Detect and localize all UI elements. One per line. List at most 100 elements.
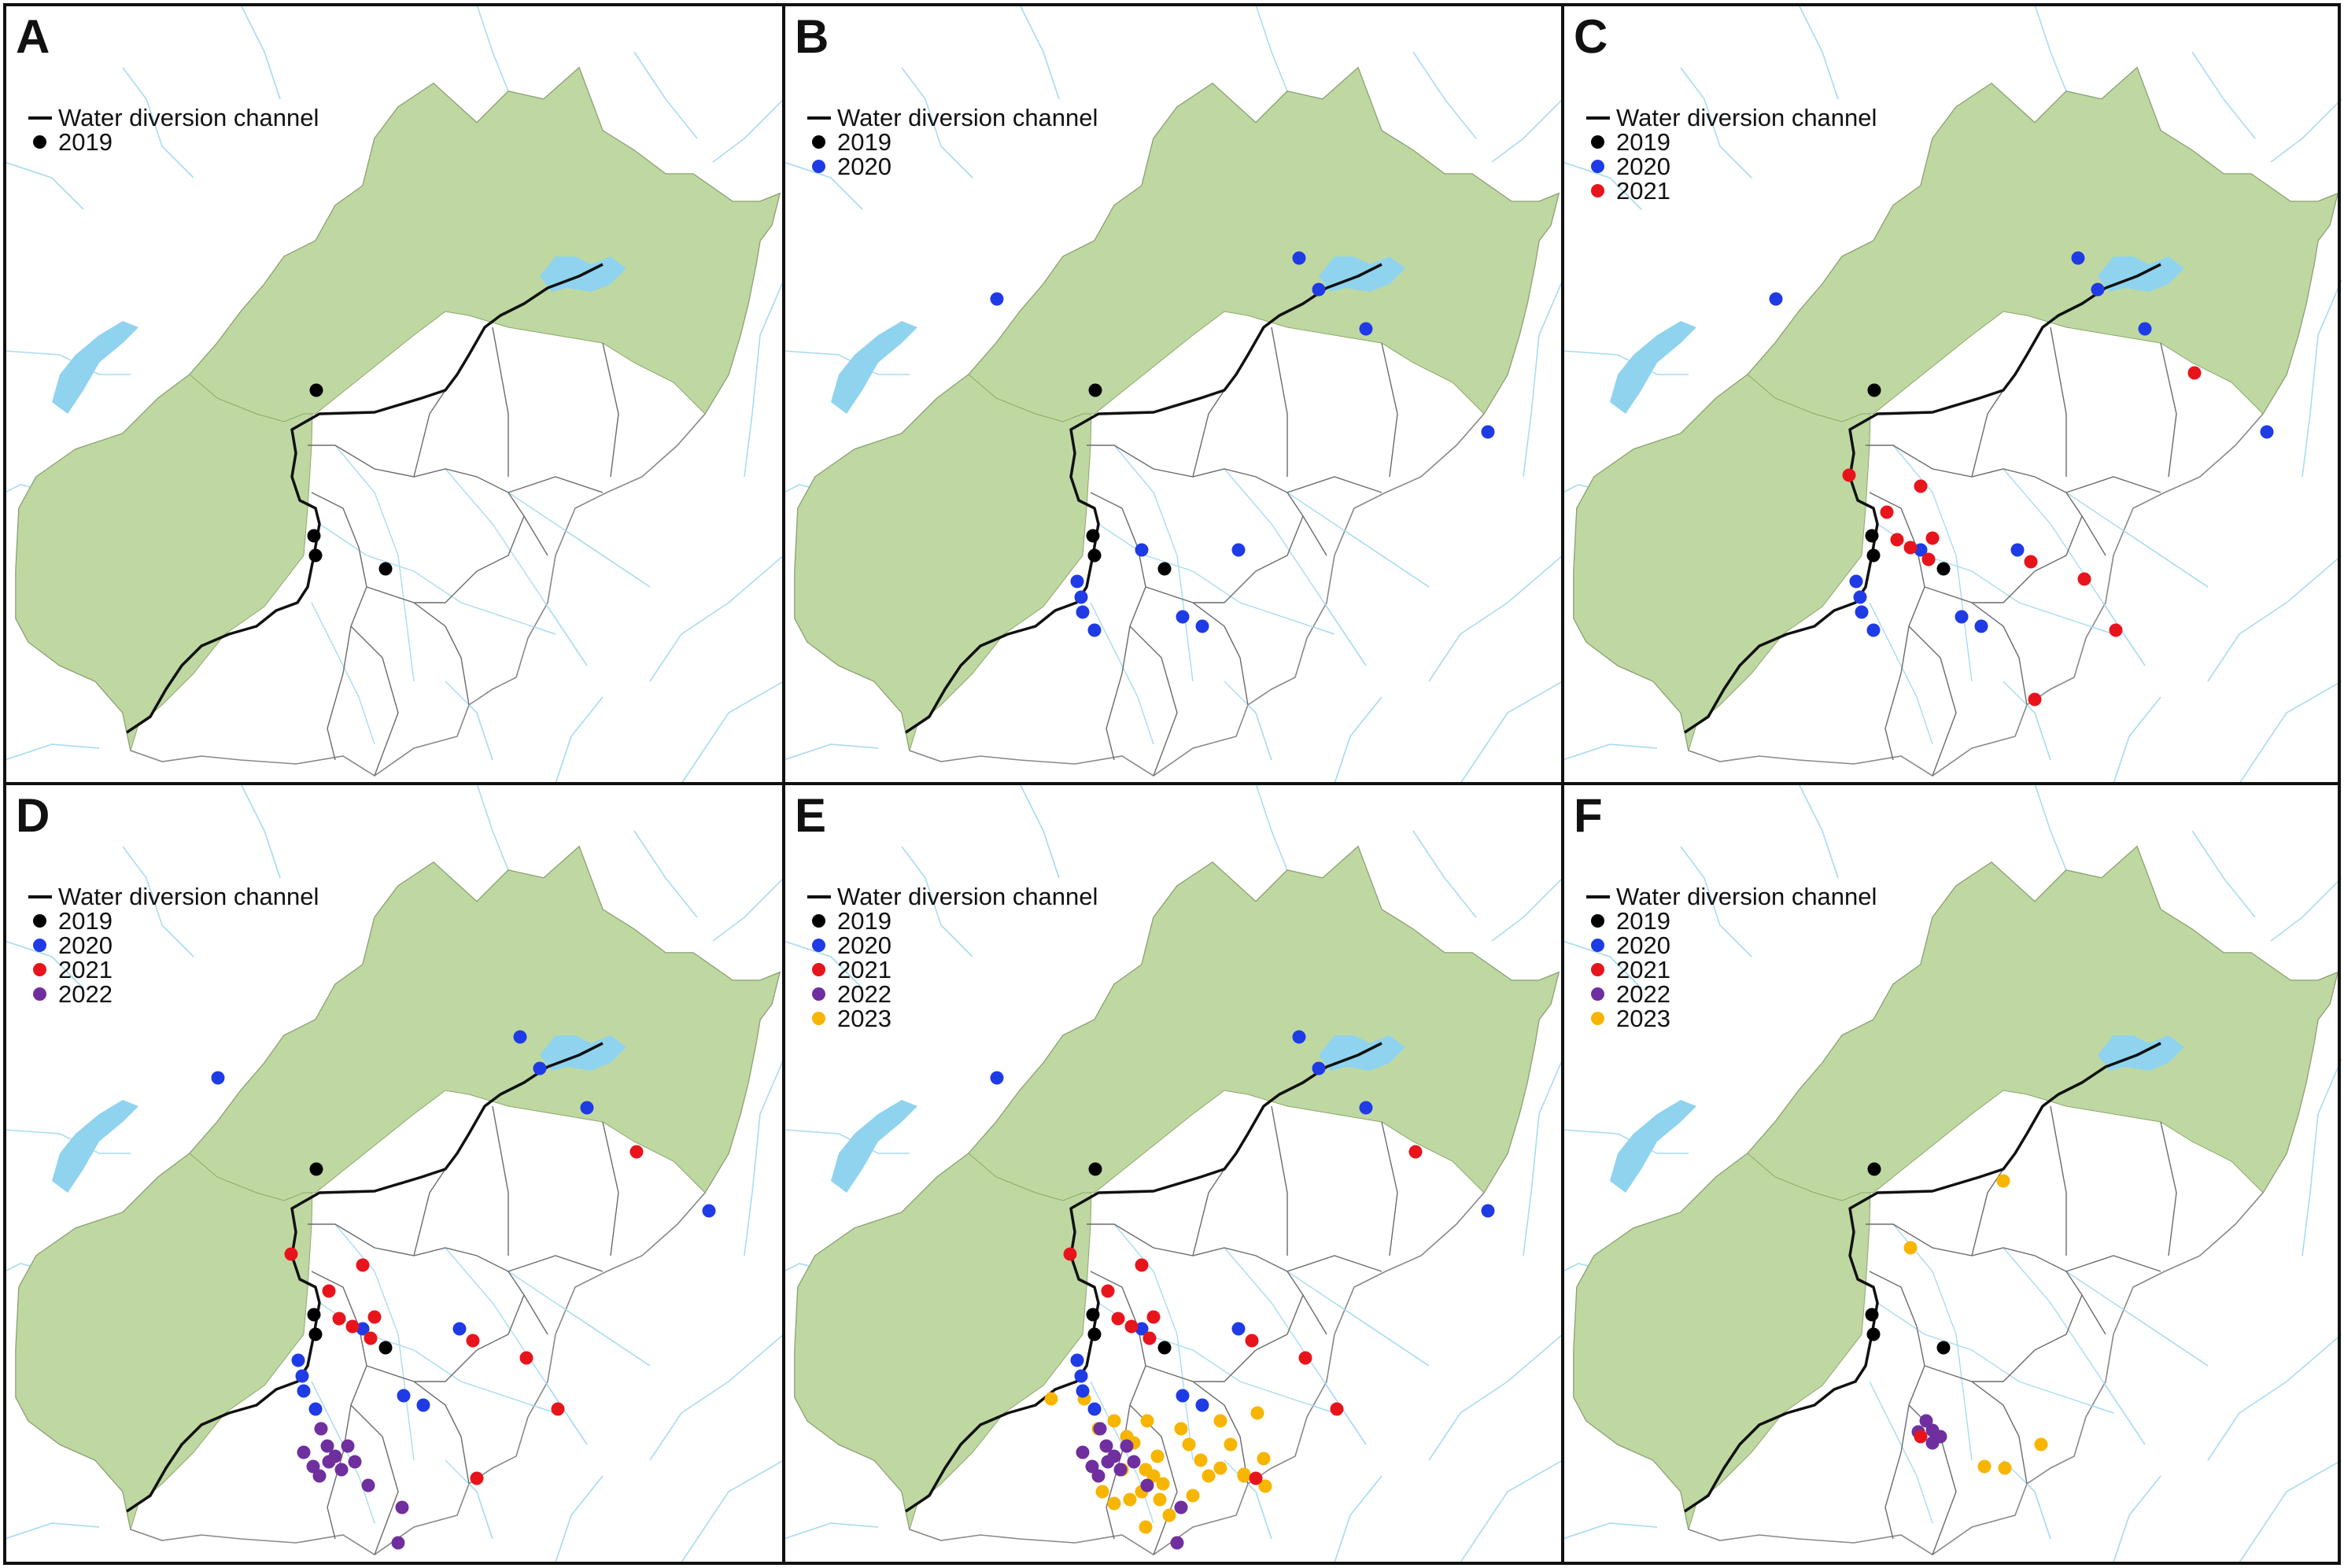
legend-row-2021: 2021 — [1586, 179, 1877, 203]
sampling-point-2020 — [513, 1030, 527, 1044]
river-line — [2302, 279, 2342, 478]
legend-dot-icon — [1591, 939, 1604, 952]
sampling-point-2023 — [1150, 1449, 1165, 1463]
sampling-point-2020 — [533, 1061, 547, 1075]
sampling-point-2020 — [1195, 1398, 1209, 1412]
legend-row-channel: Water diversion channel — [28, 884, 319, 909]
sampling-point-2019 — [1087, 1327, 1102, 1341]
sampling-point-2021 — [1925, 531, 1940, 545]
river-line — [1460, 1459, 1563, 1562]
legend-dot-icon — [1591, 184, 1604, 197]
sampling-point-2020 — [1481, 425, 1495, 439]
legend: Water diversion channel 2019 2020 — [807, 105, 1098, 179]
river-line — [5, 1522, 100, 1540]
sampling-point-2020 — [1135, 543, 1149, 557]
legend-row-2022: 2022 — [1586, 982, 1877, 1006]
sampling-point-2021 — [466, 1334, 480, 1348]
sampling-point-2020 — [1070, 1353, 1084, 1367]
river-line — [649, 555, 784, 682]
legend-label-channel: Water diversion channel — [1616, 104, 1877, 131]
sampling-point-2020 — [2260, 425, 2274, 439]
reservoir-west — [831, 321, 917, 414]
sampling-point-2019 — [1867, 1162, 1881, 1176]
legend-label-channel: Water diversion channel — [837, 104, 1098, 131]
river-line — [2113, 696, 2161, 784]
river-line — [2270, 877, 2342, 942]
sampling-point-2022 — [348, 1455, 362, 1469]
sampling-point-2020 — [1070, 574, 1084, 588]
sampling-point-2023 — [1237, 1467, 1251, 1481]
sampling-point-2020 — [1074, 1369, 1088, 1383]
sampling-point-2020 — [2010, 543, 2025, 557]
river-line — [744, 279, 784, 478]
map-panel-e: E Water diversion channel 2019 2020 2021 2022… — [784, 784, 1563, 1562]
sampling-point-2023 — [1977, 1459, 1991, 1474]
legend-label-year: 2021 — [1616, 956, 1670, 983]
legend-line-icon — [1586, 116, 1610, 120]
legend-row-channel: Water diversion channel — [28, 105, 319, 130]
river-line — [2034, 784, 2067, 871]
legend-dot-icon — [33, 987, 46, 1001]
sampling-point-2023 — [1123, 1492, 1137, 1507]
river-line — [2239, 1459, 2342, 1562]
sampling-point-2019 — [1866, 548, 1881, 563]
sampling-point-2021 — [1921, 552, 1936, 566]
sampling-point-2021 — [1142, 1331, 1157, 1345]
river-line — [555, 1475, 604, 1562]
sampling-point-2020 — [295, 1369, 309, 1383]
legend-row-2020: 2020 — [1586, 154, 1877, 179]
sampling-point-2021 — [322, 1284, 336, 1298]
legend: Water diversion channel 2019 2020 2021 — [1586, 105, 1877, 203]
legend-row-2022: 2022 — [28, 982, 319, 1006]
river-line — [633, 830, 698, 918]
legend-dot-icon — [812, 939, 825, 952]
sampling-point-2020 — [1359, 1101, 1373, 1115]
legend-label-year: 2019 — [837, 907, 891, 935]
reservoir-west — [52, 1100, 138, 1193]
sampling-point-2021 — [1408, 1145, 1423, 1159]
legend-row-channel: Water diversion channel — [1586, 105, 1877, 130]
sampling-point-2021 — [2109, 623, 2123, 637]
legend-label-year: 2020 — [1616, 932, 1670, 959]
legend-row-2019: 2019 — [807, 909, 1098, 933]
sampling-point-2020 — [291, 1353, 305, 1367]
river-line — [1334, 1475, 1382, 1562]
sampling-point-2020 — [1231, 1322, 1246, 1336]
legend-label-year: 2021 — [58, 956, 113, 983]
sampling-point-2019 — [1865, 529, 1879, 543]
map-panel-f: F Water diversion channel 2019 2020 2021 2022… — [1563, 784, 2342, 1562]
sampling-point-2021 — [332, 1312, 346, 1326]
legend-label-year: 2021 — [837, 956, 891, 983]
sampling-point-2019 — [1088, 1162, 1102, 1176]
sampling-point-2023 — [1213, 1461, 1227, 1475]
river-line — [1798, 5, 1839, 100]
river-line — [1019, 784, 1060, 879]
legend: Water diversion channel 2019 2020 2021 2022 — [28, 884, 319, 1006]
sampling-point-2021 — [470, 1471, 484, 1485]
legend-label-channel: Water diversion channel — [1616, 883, 1877, 910]
sampling-point-2020 — [1769, 292, 1783, 306]
sampling-point-2021 — [519, 1351, 533, 1365]
sampling-point-2022 — [391, 1536, 405, 1550]
river-line — [2113, 1475, 2161, 1562]
sampling-point-2020 — [1176, 610, 1190, 624]
sampling-point-2021 — [1111, 1312, 1125, 1326]
legend-label-year: 2021 — [1616, 177, 1670, 205]
river-line — [5, 161, 84, 210]
river-line — [2239, 681, 2342, 784]
legend-label-year: 2022 — [58, 980, 113, 1008]
panel-letter: A — [16, 10, 50, 63]
legend-row-2019: 2019 — [1586, 909, 1877, 933]
panel-letter: F — [1574, 789, 1603, 842]
river-line — [649, 1334, 784, 1461]
sampling-point-2021 — [1880, 505, 1894, 519]
river-line — [2270, 98, 2342, 163]
sampling-point-2021 — [1842, 468, 1856, 482]
sampling-point-2023 — [1250, 1406, 1264, 1420]
river-line — [476, 784, 509, 871]
legend-dot-icon — [33, 939, 46, 952]
sampling-point-2022 — [1113, 1463, 1128, 1477]
sampling-point-2020 — [308, 1402, 323, 1416]
river-line — [633, 51, 698, 139]
river-line — [1255, 5, 1288, 92]
